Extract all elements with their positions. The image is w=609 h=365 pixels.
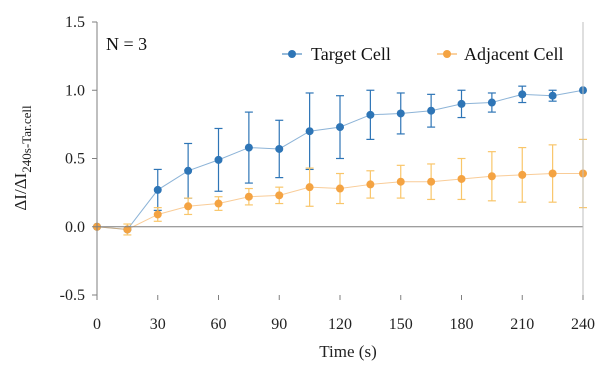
y-axis-label: ΔI/ΔI240s-Tar.cell <box>11 105 34 211</box>
data-point-adjacent-cell <box>548 169 557 178</box>
data-point-target-cell <box>244 143 253 152</box>
x-tick-label: 60 <box>211 316 227 333</box>
error-bars <box>123 85 587 236</box>
data-point-adjacent-cell <box>184 202 193 211</box>
x-tick-label: 120 <box>328 316 352 333</box>
x-tick-label: 240 <box>571 316 595 333</box>
x-tick-label: 0 <box>93 316 101 333</box>
data-point-adjacent-cell <box>123 225 132 234</box>
axes <box>92 21 584 300</box>
legend: Target Cell Adjacent Cell <box>282 44 563 64</box>
y-tick-label: -0.5 <box>60 287 85 304</box>
x-tick-label: 30 <box>150 316 166 333</box>
data-point-target-cell <box>366 110 375 119</box>
data-point-adjacent-cell <box>366 180 375 189</box>
data-point-target-cell <box>396 109 405 118</box>
y-tick-label: 1.5 <box>65 14 85 31</box>
legend-swatch-marker-adjacent <box>443 50 451 58</box>
x-tick-label: 180 <box>450 316 474 333</box>
y-tick-label: 1.0 <box>65 82 85 99</box>
data-point-target-cell <box>518 90 527 99</box>
data-point-adjacent-cell <box>244 192 253 201</box>
x-axis-label: Time (s) <box>319 342 376 361</box>
x-tick-label: 90 <box>271 316 287 333</box>
data-point-target-cell <box>184 166 193 175</box>
tick-labels: -0.5 0.0 0.5 1.0 1.5 0 30 60 90 120 150 180 210 240 <box>60 14 595 333</box>
data-markers <box>93 86 587 234</box>
data-point-target-cell <box>336 123 344 132</box>
data-point-adjacent-cell <box>487 172 496 181</box>
data-point-target-cell <box>305 127 314 136</box>
data-point-target-cell <box>427 106 436 115</box>
legend-swatch-marker-target <box>288 50 296 58</box>
legend-item-target-cell: Target Cell <box>282 44 391 64</box>
data-point-adjacent-cell <box>305 183 314 192</box>
data-point-target-cell <box>214 155 223 164</box>
y-axis-label-main: ΔI/ΔI <box>11 172 30 210</box>
data-point-target-cell <box>153 185 162 194</box>
annotation-n: N = 3 <box>106 34 147 54</box>
x-tick-label: 210 <box>510 316 534 333</box>
data-point-target-cell <box>487 98 496 107</box>
y-axis-label-subscript: 240s-Tar.cell <box>19 105 34 173</box>
data-point-adjacent-cell <box>518 170 527 179</box>
data-point-adjacent-cell <box>153 210 162 219</box>
y-tick-label: 0.5 <box>65 151 85 168</box>
data-point-target-cell <box>457 99 466 108</box>
data-point-target-cell <box>275 144 284 153</box>
y-tick-label: 0.0 <box>65 219 85 236</box>
data-point-adjacent-cell <box>396 177 405 186</box>
data-point-adjacent-cell <box>275 191 284 200</box>
data-point-target-cell <box>548 91 557 100</box>
legend-label-adjacent: Adjacent Cell <box>464 44 563 64</box>
x-tick-label: 150 <box>389 316 413 333</box>
legend-item-adjacent-cell: Adjacent Cell <box>437 44 563 64</box>
legend-label-target: Target Cell <box>311 44 391 64</box>
data-point-adjacent-cell <box>457 174 466 183</box>
data-point-adjacent-cell <box>214 199 223 208</box>
data-point-adjacent-cell <box>427 177 436 186</box>
data-point-adjacent-cell <box>336 184 344 193</box>
